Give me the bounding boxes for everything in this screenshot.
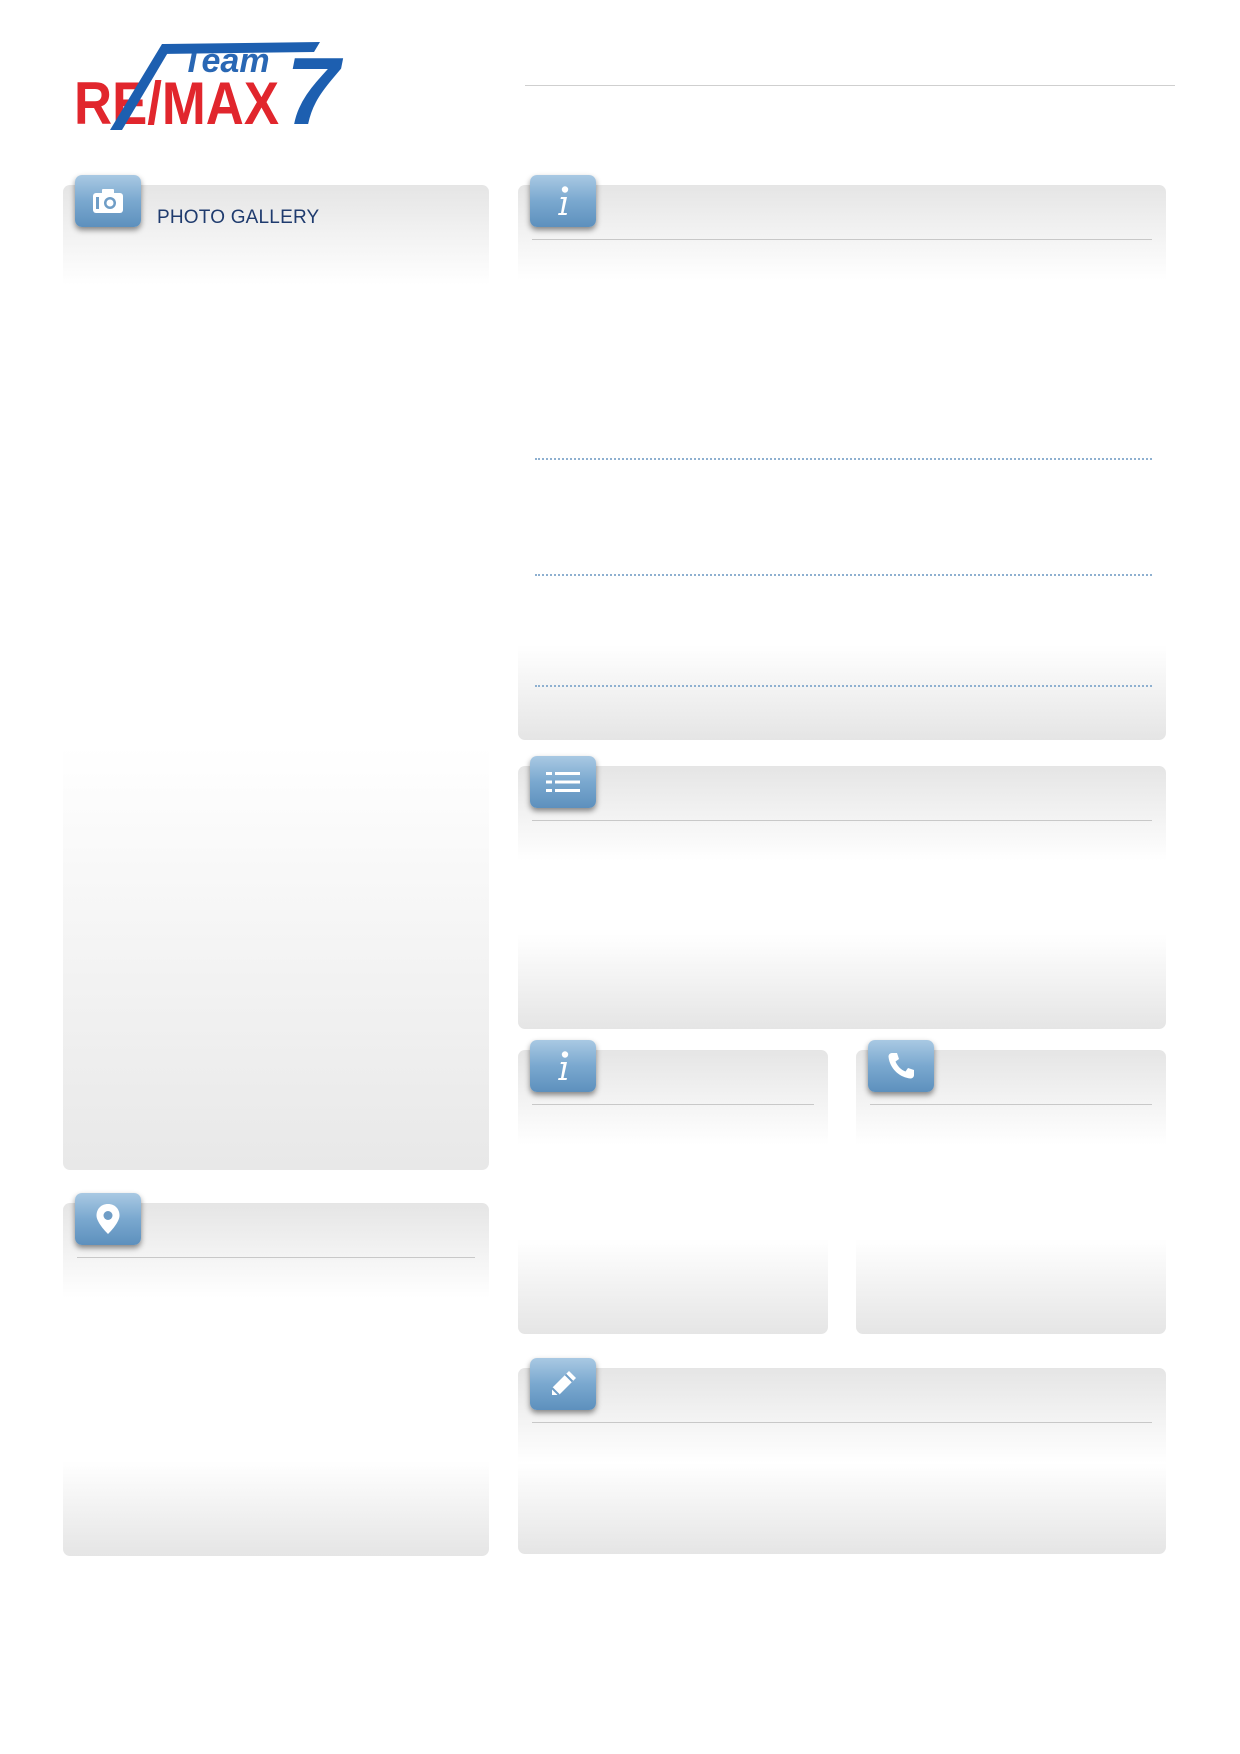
remax-team7-logo: Team 7 RE/MAX	[74, 38, 354, 145]
info-divider-2	[535, 574, 1152, 576]
camera-icon	[75, 175, 141, 227]
details-panel	[518, 1040, 828, 1334]
photo-gallery-panel: PHOTO GALLERY	[63, 175, 489, 1170]
location-title-rule	[77, 1257, 475, 1258]
details-title-rule	[532, 1104, 814, 1105]
logo-team-text: Team	[182, 42, 270, 80]
info-divider-1	[535, 458, 1152, 460]
contact-title-rule	[870, 1104, 1152, 1105]
logo-remax-text: RE/MAX	[74, 70, 279, 137]
info-icon	[530, 1040, 596, 1092]
property-info-panel	[518, 175, 1166, 740]
photo-gallery-title: PHOTO GALLERY	[157, 207, 320, 228]
phone-icon	[868, 1040, 934, 1092]
header-divider	[525, 85, 1175, 86]
info-divider-3	[535, 685, 1152, 687]
info-title-rule	[532, 239, 1152, 240]
notes-panel	[518, 1358, 1166, 1554]
map-pin-icon	[75, 1193, 141, 1245]
contact-panel	[856, 1040, 1166, 1334]
pencil-icon	[530, 1358, 596, 1410]
features-title-rule	[532, 820, 1152, 821]
notes-title-rule	[532, 1422, 1152, 1423]
logo-number-text: 7	[286, 38, 344, 138]
list-icon	[530, 756, 596, 808]
features-panel	[518, 756, 1166, 1029]
info-icon	[530, 175, 596, 227]
location-panel	[63, 1193, 489, 1556]
